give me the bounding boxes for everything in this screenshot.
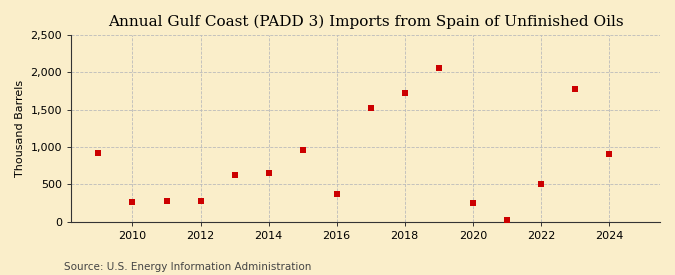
Point [467,201,478,205]
Point [603,152,614,156]
Title: Annual Gulf Coast (PADD 3) Imports from Spain of Unfinished Oils: Annual Gulf Coast (PADD 3) Imports from … [108,15,624,29]
Text: Source: U.S. Energy Information Administration: Source: U.S. Energy Information Administ… [64,262,311,272]
Point [331,191,342,196]
Point [93,150,104,155]
Point [535,182,546,186]
Point [127,200,138,204]
Point [230,173,240,177]
Point [433,66,444,71]
Point [161,199,172,203]
Point [297,148,308,152]
Point [195,199,206,203]
Point [570,87,580,91]
Point [502,218,512,222]
Point [365,105,376,110]
Point [263,171,274,175]
Point [400,90,410,95]
Y-axis label: Thousand Barrels: Thousand Barrels [15,80,25,177]
